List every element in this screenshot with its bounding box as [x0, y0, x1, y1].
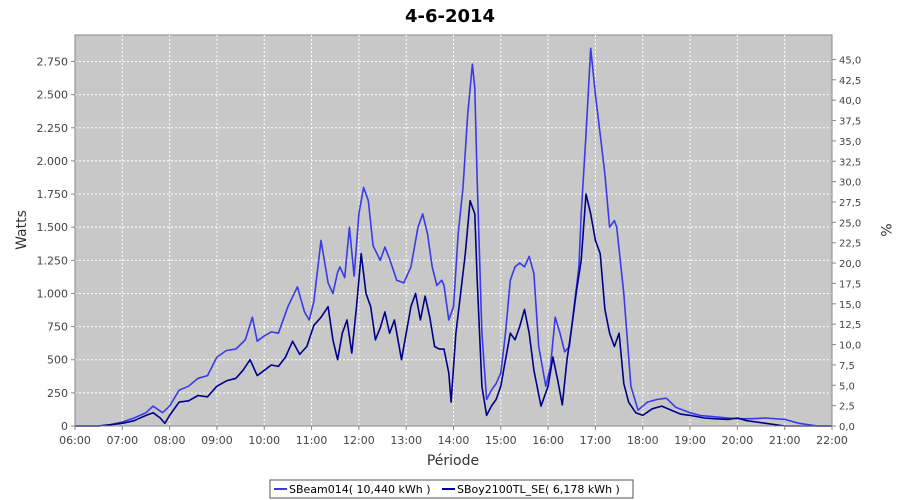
- y-tick-label: 250: [47, 387, 68, 400]
- y2-tick-label: 22,5: [839, 239, 861, 250]
- x-tick-label: 07:00: [106, 434, 138, 447]
- y2-tick-label: 45,0: [839, 55, 861, 66]
- y2-tick-label: 32,5: [839, 157, 861, 168]
- x-tick-label: 17:00: [580, 434, 612, 447]
- y-tick-label: 2.250: [37, 122, 69, 135]
- legend-label-sboy2100tl: SBoy2100TL_SE( 6,178 kWh ): [457, 483, 620, 496]
- y-tick-label: 1.500: [37, 221, 69, 234]
- x-tick-label: 15:00: [485, 434, 517, 447]
- y-axis-ticks: 0 250 500 750 1.000 1.250 1.500 1.750 2.000 2.250…: [37, 56, 75, 433]
- x-tick-label: 19:00: [674, 434, 706, 447]
- series-line-0: [75, 47, 832, 427]
- x-tick-label: 18:00: [627, 434, 659, 447]
- x-tick-label: 20:00: [722, 434, 754, 447]
- x-tick-label: 22:00: [816, 434, 848, 447]
- y2-tick-label: 27,5: [839, 198, 861, 209]
- x-tick-label: 16:00: [532, 434, 564, 447]
- x-tick-label: 12:00: [343, 434, 375, 447]
- y2-tick-label: 2,5: [839, 402, 855, 413]
- x-tick-label: 21:00: [769, 434, 801, 447]
- y2-tick-label: 7,5: [839, 361, 855, 372]
- x-tick-label: 09:00: [201, 434, 233, 447]
- y2-tick-label: 15,0: [839, 300, 861, 311]
- series-line-1: [75, 193, 832, 427]
- y2-tick-label: 40,0: [839, 96, 861, 107]
- y-tick-label: 1.000: [37, 287, 69, 300]
- y2-tick-label: 0,0: [839, 422, 855, 433]
- x-tick-label: 14:00: [438, 434, 470, 447]
- y2-tick-label: 5,0: [839, 381, 855, 392]
- x-axis-ticks: 06:00 07:00 08:00 09:00 10:00 11:00 12:00 13:00…: [59, 426, 848, 447]
- y-tick-label: 1.250: [37, 254, 69, 267]
- x-tick-label: 08:00: [154, 434, 186, 447]
- x-tick-label: 10:00: [248, 434, 280, 447]
- y-tick-label: 2.500: [37, 89, 69, 102]
- x-tick-label: 06:00: [59, 434, 91, 447]
- series-lines: [75, 47, 832, 427]
- y2-tick-label: 37,5: [839, 117, 861, 128]
- x-tick-label: 13:00: [390, 434, 422, 447]
- y2-tick-label: 10,0: [839, 341, 861, 352]
- y-tick-label: 500: [47, 354, 68, 367]
- y2-tick-label: 35,0: [839, 137, 861, 148]
- y-tick-label: 0: [61, 420, 68, 433]
- y2-tick-label: 25,0: [839, 218, 861, 229]
- y-tick-label: 750: [47, 321, 68, 334]
- x-tick-label: 11:00: [296, 434, 328, 447]
- legend-label-sbeam014: SBeam014( 10,440 kWh ): [289, 483, 431, 496]
- chart-title: 4-6-2014: [405, 6, 495, 27]
- y2-tick-label: 30,0: [839, 178, 861, 189]
- y-tick-label: 1.750: [37, 188, 69, 201]
- legend: SBeam014( 10,440 kWh ) SBoy2100TL_SE( 6,…: [269, 479, 634, 499]
- y2-axis-ticks: 0,0 2,5 5,0 7,5 10,0 12,5 15,0 17,5 20,0 22,5 25,0…: [832, 55, 861, 433]
- y2-tick-label: 12,5: [839, 320, 861, 331]
- y-tick-label: 2.000: [37, 155, 69, 168]
- y-axis-title: Watts: [14, 210, 30, 250]
- y2-axis-title: %: [877, 223, 893, 236]
- x-axis-title: Période: [427, 453, 479, 469]
- y2-tick-label: 17,5: [839, 279, 861, 290]
- y2-tick-label: 42,5: [839, 76, 861, 87]
- y2-tick-label: 20,0: [839, 259, 861, 270]
- y-tick-label: 2.750: [37, 56, 69, 69]
